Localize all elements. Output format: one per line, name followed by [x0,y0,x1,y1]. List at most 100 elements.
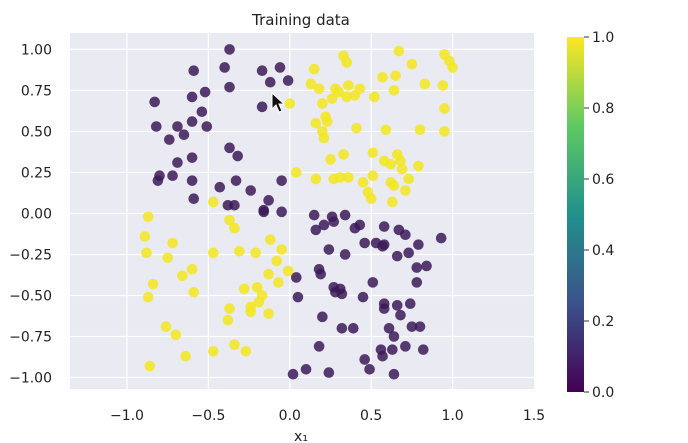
data-point-183 [263,308,274,319]
data-point-143 [334,172,346,183]
data-point-128 [439,126,450,137]
data-point-84 [313,341,325,352]
data-point-10 [149,96,160,108]
data-point-4 [274,62,286,73]
data-point-181 [224,303,235,314]
data-point-155 [142,211,154,223]
data-point-153 [365,193,377,204]
colorbar-tick-label-5: 1.0 [592,30,614,46]
data-point-25 [186,175,198,186]
data-point-157 [229,222,240,234]
data-point-146 [367,170,379,182]
data-point-73 [391,300,403,311]
data-point-58 [403,247,414,259]
data-point-107 [437,80,449,91]
data-point-71 [357,291,369,303]
data-point-125 [351,122,362,134]
data-point-69 [411,277,423,288]
data-point-138 [396,163,408,175]
data-point-139 [413,160,424,172]
colorbar-tick-label-4: 0.8 [592,101,614,117]
data-point-29 [276,175,287,186]
data-point-12 [196,106,208,118]
data-point-26 [230,175,242,186]
data-point-5 [282,75,294,86]
data-point-53 [378,239,390,250]
data-point-185 [160,321,172,332]
data-point-145 [343,172,354,183]
colorbar-tick-label-0: 0.0 [592,385,614,401]
data-point-175 [251,281,263,293]
data-point-19 [224,142,235,154]
data-point-82 [414,321,426,332]
data-point-2 [219,62,230,73]
data-point-79 [383,322,395,334]
data-point-144 [357,176,369,188]
data-point-46 [378,221,390,232]
data-point-172 [273,277,284,288]
y-tick-label-6: −0.50 [9,288,52,304]
data-point-83 [388,331,400,342]
data-point-36 [258,206,270,218]
data-point-75 [378,303,390,314]
data-point-158 [139,231,151,242]
data-point-78 [347,322,359,334]
data-point-134 [325,154,336,165]
data-point-121 [439,103,450,114]
data-point-95 [287,368,299,380]
data-point-1 [188,65,200,77]
data-point-18 [164,134,175,145]
data-point-166 [207,247,219,259]
data-point-169 [263,268,274,280]
data-point-42 [310,224,322,236]
data-point-136 [385,158,397,170]
data-point-167 [162,252,173,264]
data-point-119 [284,98,296,109]
data-point-92 [323,367,335,378]
data-point-93 [364,364,375,375]
data-point-156 [224,214,235,226]
data-point-99 [341,57,353,68]
data-point-162 [141,247,152,259]
data-point-89 [417,344,429,355]
data-point-70 [292,291,304,303]
y-tick-label-2: 0.50 [21,124,52,140]
y-tick-label-5: −0.25 [9,247,52,263]
data-point-105 [390,70,401,81]
data-point-117 [333,86,344,98]
data-point-149 [403,173,414,185]
data-point-188 [240,345,252,357]
data-point-67 [336,288,348,300]
data-point-163 [234,245,245,257]
data-point-55 [323,244,335,255]
data-point-160 [276,244,287,255]
data-point-45 [349,222,361,234]
data-point-17 [178,129,190,141]
data-point-161 [167,237,178,249]
data-point-140 [291,167,302,178]
colorbar-ticks: 0.0 0.2 0.4 0.6 0.8 1.0 [584,30,614,401]
data-point-141 [310,173,322,185]
y-tick-label-4: 0.00 [21,206,52,222]
x-tick-label-4: 1.0 [441,408,463,424]
data-point-182 [245,306,257,318]
y-tick-label-7: −0.75 [9,330,52,346]
data-point-87 [377,350,388,362]
data-point-80 [395,309,406,321]
data-point-14 [150,121,162,132]
data-point-86 [387,344,398,355]
y-tick-label-0: 1.00 [21,42,52,58]
data-point-63 [291,272,302,283]
data-point-56 [339,249,351,260]
data-point-123 [321,116,333,127]
data-point-174 [238,283,250,295]
data-point-120 [317,98,328,109]
data-point-132 [367,147,379,159]
colorbar-tick-label-1: 0.2 [592,314,614,330]
data-point-164 [250,247,261,259]
data-point-6 [264,76,276,88]
data-point-88 [400,341,411,352]
data-point-9 [186,91,198,103]
data-point-13 [186,116,198,127]
y-tick-label-8: −1.00 [9,371,52,387]
